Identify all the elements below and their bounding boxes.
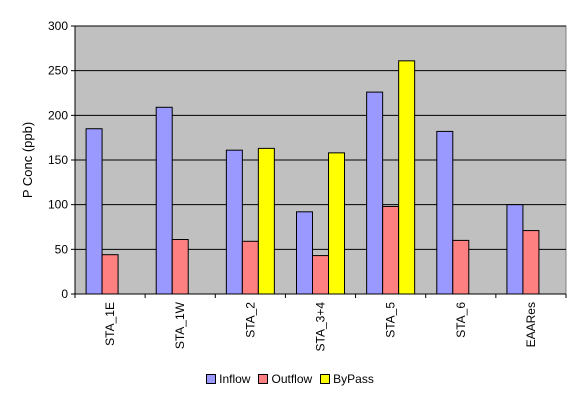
legend-swatch <box>320 374 331 384</box>
x-tick-label: STA_2 <box>243 302 257 338</box>
bar-inflow-sta_5 <box>366 91 384 295</box>
x-tick-label: STA_3+4 <box>314 302 328 352</box>
y-tick-label: 100 <box>48 198 68 212</box>
bar-outflow-sta_3+4 <box>312 255 329 295</box>
bar-inflow-sta_3+4 <box>296 211 313 295</box>
legend-swatch <box>258 374 269 384</box>
y-tick-label: 300 <box>48 19 68 33</box>
legend-label: ByPass <box>333 372 374 386</box>
legend-label: Outflow <box>271 372 313 386</box>
x-tick-label: STA_1E <box>103 302 117 346</box>
x-tick-label: EAARes <box>524 302 538 347</box>
legend-swatch <box>206 374 217 384</box>
legend-item-outflow: Outflow <box>258 372 312 386</box>
legend-item-bypass: ByPass <box>320 372 374 386</box>
y-axis-ticks: 0 50 100 150 200 250 300 <box>48 19 566 301</box>
y-axis-title: P Conc (ppb) <box>20 122 35 198</box>
y-tick-label: 200 <box>48 108 68 122</box>
bar-inflow-eaares <box>506 204 524 295</box>
y-tick-label: 0 <box>61 287 68 301</box>
bar-inflow-sta_2 <box>225 149 243 295</box>
bar-inflow-sta_1e <box>85 128 103 295</box>
x-tick-label: STA_6 <box>454 302 468 338</box>
bar-outflow-sta_6 <box>452 239 470 295</box>
y-tick-label: 50 <box>55 242 69 256</box>
bar-outflow-sta_5 <box>382 205 400 295</box>
plot-area <box>74 25 567 295</box>
chart-legend: Inflow Outflow ByPass <box>0 372 580 386</box>
bar-series <box>85 60 540 295</box>
x-tick-label: STA_1W <box>173 301 187 349</box>
bar-outflow-sta_1e <box>101 254 119 295</box>
bar-outflow-sta_1w <box>171 239 189 295</box>
bar-outflow-sta_2 <box>241 240 259 295</box>
bar-outflow-eaares <box>522 230 540 295</box>
bar-inflow-sta_1w <box>155 106 173 295</box>
legend-label: Inflow <box>219 372 251 386</box>
y-tick-label: 250 <box>48 64 68 78</box>
bar-bypass-sta_2 <box>257 147 275 295</box>
x-axis-ticks: STA_1E STA_1W STA_2 STA_3+4 STA_5 STA_6 EAARes <box>74 294 567 352</box>
bar-inflow-sta_6 <box>436 130 454 295</box>
legend-item-inflow: Inflow <box>206 372 250 386</box>
bar-bypass-sta_3+4 <box>328 152 345 295</box>
bar-bypass-sta_5 <box>398 60 416 295</box>
x-tick-label: STA_5 <box>384 302 398 338</box>
y-tick-label: 150 <box>48 153 68 167</box>
